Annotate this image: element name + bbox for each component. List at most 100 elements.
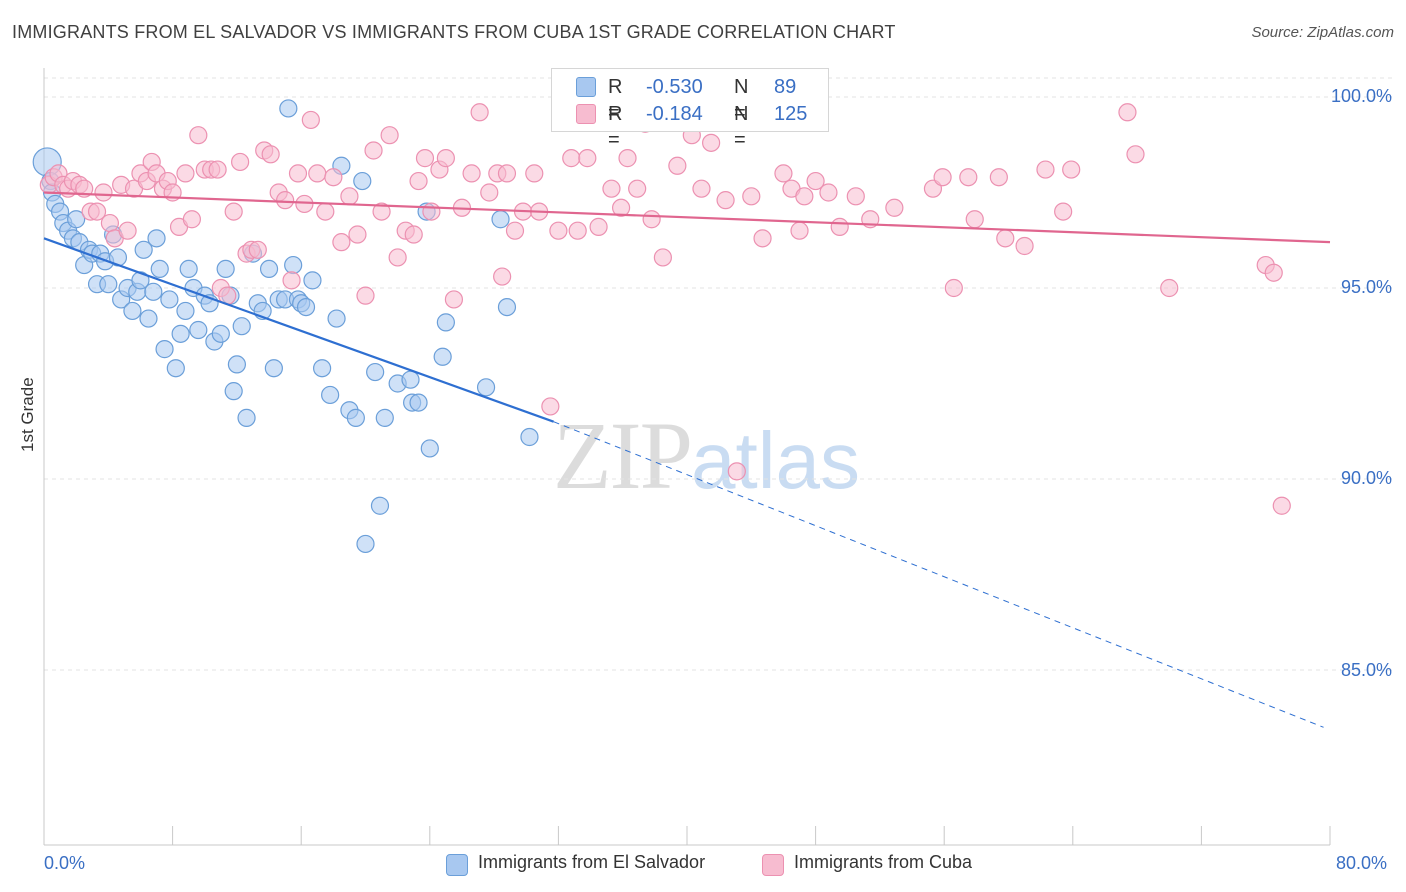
salvador-trendline-extension [553,421,1324,728]
cuba-point [959,168,978,187]
salvador-point [312,359,332,378]
salvador-point [370,496,390,515]
salvador-point [375,408,394,427]
cuba-point [996,229,1015,248]
cuba-point [340,187,359,206]
legend-r-value: -0.530 [646,76,703,98]
salvador-point [476,378,496,397]
cuba-point [774,164,793,183]
salvador-point [147,229,166,248]
salvador-point [356,534,375,554]
cuba-point [231,152,250,172]
salvador-point [327,309,346,328]
cuba-point [1160,278,1179,298]
cuba-point [480,183,499,202]
salvador-point [237,408,256,427]
cuba-point [87,202,107,221]
cuba-point [885,198,904,217]
y-axis-label: 1st Grade [18,377,37,452]
cuba-point [702,133,721,152]
cuba-point [404,225,423,244]
salvador-point [123,301,142,321]
y-tick-label-100: 100.0% [1330,86,1392,106]
salvador-point [491,210,510,229]
cuba-point [989,168,1008,187]
cuba-point [795,187,814,206]
source-label: Source: ZipAtlas.com [1251,24,1394,41]
cuba-point [716,191,735,210]
legend-swatch-cuba [762,854,784,876]
cuba-point [208,160,227,179]
cuba-point [819,183,838,202]
salvador-point [216,259,235,278]
cuba-point [308,164,327,183]
cuba-point [348,225,367,244]
cuba-point [549,221,568,240]
legend-swatch-cuba [576,104,596,124]
cuba-point [422,202,441,221]
salvador-point [224,382,243,401]
cuba-point [364,141,383,160]
cuba-point [444,290,464,309]
cuba-point [944,278,963,298]
cuba-point [525,164,544,183]
cuba-point [1118,103,1137,122]
cuba-point [589,217,608,236]
legend-label-salvador: Immigrants from El Salvador [478,852,706,872]
cuba-point [462,164,481,183]
salvador-point [166,359,185,378]
salvador-point [232,317,251,336]
salvador-point [176,301,195,321]
cuba-point [176,164,195,183]
x-tick-label-min: 0.0% [44,853,86,873]
salvador-point [284,255,303,275]
cuba-point [380,126,399,145]
cuba-point [618,149,637,168]
cuba-point [316,202,335,221]
x-tick-label-max: 80.0% [1336,853,1388,873]
salvador-point [160,290,179,309]
salvador-point [139,309,158,328]
stats-legend: R = -0.530 N = 89 R = -0.184 N = 125 [551,68,829,151]
cuba-point [653,248,672,267]
salvador-point [227,355,246,374]
cuba-point [1272,496,1291,515]
salvador-point [420,439,439,458]
cuba-point [541,397,560,416]
salvador-point [150,259,169,278]
cuba-point [933,168,952,187]
salvador-point [497,298,517,317]
cuba-point [727,462,746,481]
salvador-point [366,362,385,382]
cuba-point [642,210,661,229]
y-tick-label-95: 95.0% [1340,277,1392,297]
watermark-atlas: atlas [691,416,860,505]
salvador-point [303,271,322,290]
cuba-point [409,171,428,191]
salvador-point [179,259,198,278]
cuba-point [1126,145,1145,164]
cuba-point [118,221,137,240]
cuba-point [372,202,391,221]
salvador-point [144,282,163,301]
cuba-point [182,210,201,229]
salvador-point [131,271,150,290]
salvador-point [296,298,316,317]
cuba-point [470,103,489,122]
salvador-point [401,370,420,389]
cuba-point [332,233,351,252]
cuba-point [806,171,825,191]
cuba-point [568,221,587,240]
cuba-point [965,210,984,229]
salvador-point [353,171,372,191]
salvador-point [346,408,365,427]
cuba-point [692,179,711,198]
cuba-point [497,164,517,183]
salvador-point [520,427,539,447]
salvador-point [99,275,118,294]
cuba-trendline [43,191,1331,244]
cuba-point [1054,202,1073,221]
cuba-point [388,248,407,267]
cuba-point [436,149,455,168]
legend-r-value: -0.184 [646,103,703,125]
